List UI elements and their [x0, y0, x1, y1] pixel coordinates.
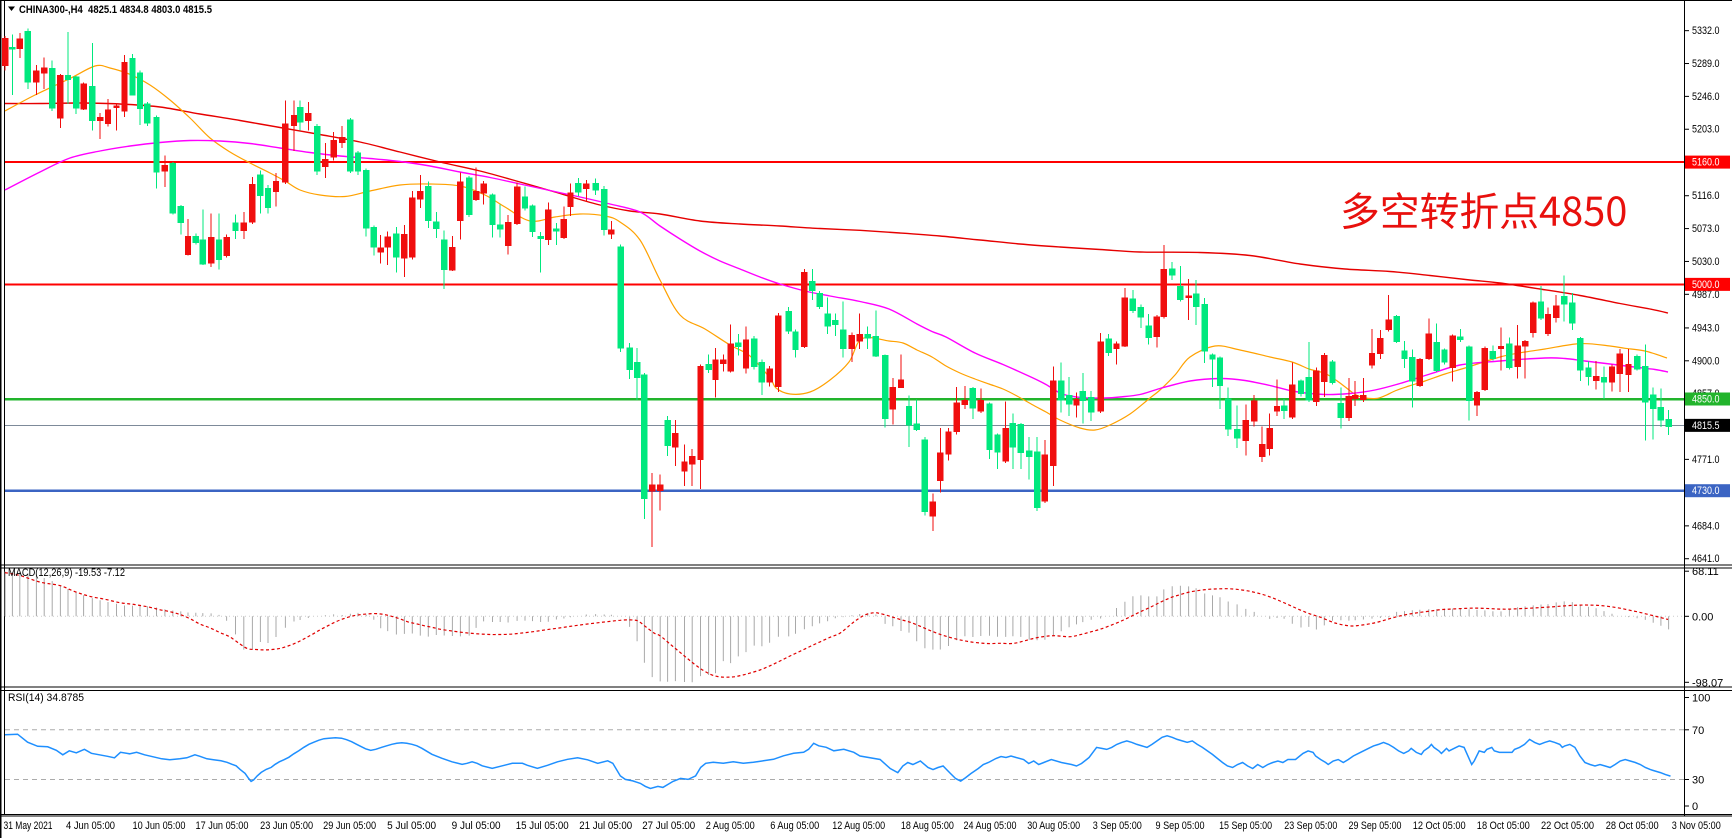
svg-text:4641.0: 4641.0: [1692, 553, 1720, 565]
svg-text:5 Jul 05:00: 5 Jul 05:00: [387, 820, 436, 832]
svg-text:4850.0: 4850.0: [1692, 394, 1720, 406]
svg-text:10 Jun 05:00: 10 Jun 05:00: [133, 820, 186, 832]
svg-text:0.00: 0.00: [1692, 611, 1713, 623]
svg-text:2 Aug 05:00: 2 Aug 05:00: [706, 820, 755, 832]
svg-text:CHINA300-,H4 4825.1 4834.8 48: CHINA300-,H4 4825.1 4834.8 4803.0 4815.5: [19, 4, 212, 16]
svg-text:6 Aug 05:00: 6 Aug 05:00: [770, 820, 819, 832]
svg-text:18 Oct 05:00: 18 Oct 05:00: [1477, 820, 1530, 832]
svg-text:68.11: 68.11: [1692, 566, 1719, 578]
svg-text:30: 30: [1692, 775, 1704, 787]
svg-text:5160.0: 5160.0: [1692, 157, 1720, 169]
svg-text:4771.0: 4771.0: [1692, 454, 1720, 466]
svg-text:5030.0: 5030.0: [1692, 256, 1720, 268]
svg-text:0: 0: [1692, 801, 1698, 813]
svg-text:5116.0: 5116.0: [1692, 190, 1720, 202]
svg-text:23 Jun 05:00: 23 Jun 05:00: [260, 820, 313, 832]
svg-text:5073.0: 5073.0: [1692, 223, 1720, 235]
svg-text:9 Jul 05:00: 9 Jul 05:00: [452, 820, 501, 832]
svg-text:RSI(14) 34.8785: RSI(14) 34.8785: [8, 692, 84, 704]
svg-text:29 Sep 05:00: 29 Sep 05:00: [1349, 820, 1402, 832]
svg-text:70: 70: [1692, 725, 1704, 737]
svg-text:9 Sep 05:00: 9 Sep 05:00: [1156, 820, 1205, 832]
svg-text:17 Jun 05:00: 17 Jun 05:00: [196, 820, 249, 832]
svg-text:15 Sep 05:00: 15 Sep 05:00: [1219, 820, 1272, 832]
svg-text:12 Oct 05:00: 12 Oct 05:00: [1413, 820, 1466, 832]
svg-text:28 Oct 05:00: 28 Oct 05:00: [1606, 820, 1659, 832]
svg-text:5289.0: 5289.0: [1692, 58, 1720, 70]
svg-text:4987.0: 4987.0: [1692, 289, 1720, 301]
svg-text:4684.0: 4684.0: [1692, 520, 1720, 532]
svg-text:12 Aug 05:00: 12 Aug 05:00: [832, 820, 885, 832]
svg-text:4815.5: 4815.5: [1692, 420, 1720, 432]
svg-text:5203.0: 5203.0: [1692, 124, 1720, 136]
svg-text:5332.0: 5332.0: [1692, 25, 1720, 37]
svg-text:100: 100: [1692, 693, 1710, 705]
svg-text:4943.0: 4943.0: [1692, 322, 1720, 334]
svg-text:15 Jul 05:00: 15 Jul 05:00: [516, 820, 569, 832]
svg-text:27 Jul 05:00: 27 Jul 05:00: [642, 820, 695, 832]
svg-text:29 Jun 05:00: 29 Jun 05:00: [323, 820, 376, 832]
svg-text:4 Jun 05:00: 4 Jun 05:00: [66, 820, 115, 832]
svg-text:21 Jul 05:00: 21 Jul 05:00: [579, 820, 632, 832]
svg-text:24 Aug 05:00: 24 Aug 05:00: [964, 820, 1017, 832]
svg-text:31 May 2021: 31 May 2021: [4, 820, 53, 832]
svg-text:-98.07: -98.07: [1692, 677, 1723, 689]
svg-text:3 Nov 05:00: 3 Nov 05:00: [1672, 820, 1721, 832]
svg-text:22 Oct 05:00: 22 Oct 05:00: [1541, 820, 1594, 832]
svg-text:5000.0: 5000.0: [1692, 279, 1720, 291]
svg-text:5246.0: 5246.0: [1692, 91, 1720, 103]
svg-text:23 Sep 05:00: 23 Sep 05:00: [1284, 820, 1337, 832]
svg-text:4730.0: 4730.0: [1692, 485, 1720, 497]
svg-text:4900.0: 4900.0: [1692, 355, 1720, 367]
svg-text:MACD(12,26,9) -19.53 -7.12: MACD(12,26,9) -19.53 -7.12: [8, 567, 125, 579]
svg-text:3 Sep 05:00: 3 Sep 05:00: [1093, 820, 1142, 832]
svg-text:18 Aug 05:00: 18 Aug 05:00: [901, 820, 954, 832]
svg-text:30 Aug 05:00: 30 Aug 05:00: [1027, 820, 1080, 832]
